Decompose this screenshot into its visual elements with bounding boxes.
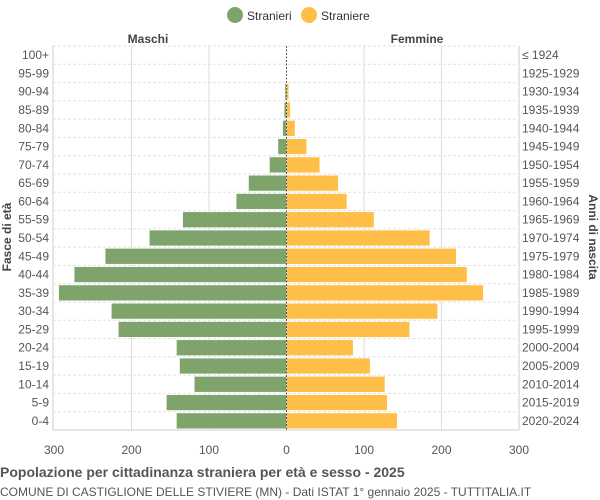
bar-female-65-69 <box>286 175 339 192</box>
bar-male-25-29 <box>118 321 287 338</box>
bar-male-35-39 <box>58 284 287 302</box>
age-group-label: 25-29 <box>18 322 49 336</box>
age-group-label: 10-14 <box>18 377 49 391</box>
bar-male-70-74 <box>269 156 287 173</box>
bar-female-45-49 <box>286 248 457 265</box>
bar-male-75-79 <box>277 138 287 155</box>
bar-female-85-89 <box>286 101 291 119</box>
age-group-label: 65-69 <box>18 176 49 190</box>
bar-male-30-34 <box>111 303 287 320</box>
birth-year-label: 1975-1979 <box>522 249 580 263</box>
birth-year-label: 1965-1969 <box>522 213 580 227</box>
birth-year-label: 1930-1934 <box>522 85 580 99</box>
bar-male-45-49 <box>104 248 287 265</box>
age-group-label: 45-49 <box>18 249 49 263</box>
age-group-label: 40-44 <box>18 268 49 282</box>
age-group-label: 75-79 <box>18 140 49 154</box>
birth-year-label: 1990-1994 <box>522 304 580 318</box>
age-group-label: 35-39 <box>18 286 49 300</box>
bar-male-80-84 <box>282 120 287 137</box>
age-group-label: 95-99 <box>18 66 49 80</box>
birth-year-label: 1955-1959 <box>522 176 580 190</box>
bar-male-0-4 <box>176 412 287 430</box>
birth-year-label: 1970-1974 <box>522 231 580 245</box>
birth-year-label: 2010-2014 <box>522 377 580 391</box>
x-tick-label: 200 <box>431 443 451 457</box>
age-group-label: 20-24 <box>18 341 49 355</box>
age-group-label: 60-64 <box>18 194 49 208</box>
age-group-label: 5-9 <box>32 396 50 410</box>
bar-female-0-4 <box>286 412 398 430</box>
bar-female-30-34 <box>286 303 438 320</box>
birth-year-label: 1985-1989 <box>522 286 580 300</box>
x-tick-label: 200 <box>121 443 141 457</box>
chart-subtitle: COMUNE DI CASTIGLIONE DELLE STIVIERE (MN… <box>0 485 532 499</box>
birth-year-label: 1950-1954 <box>522 158 580 172</box>
birth-year-label: 1995-1999 <box>522 322 580 336</box>
age-group-label: 80-84 <box>18 121 49 135</box>
age-group-label: 70-74 <box>18 158 49 172</box>
bar-male-55-59 <box>182 211 287 228</box>
age-group-label: 85-89 <box>18 103 49 117</box>
age-group-label: 100+ <box>22 48 49 62</box>
x-tick-label: 300 <box>44 443 64 457</box>
age-group-label: 30-34 <box>18 304 49 318</box>
right-header: Femmine <box>391 32 444 46</box>
x-tick-label: 100 <box>354 443 374 457</box>
bar-female-40-44 <box>286 266 468 283</box>
bar-female-10-14 <box>286 376 386 393</box>
birth-year-label: 1925-1929 <box>522 66 580 80</box>
chart-title: Popolazione per cittadinanza straniera p… <box>0 464 405 480</box>
bar-male-15-19 <box>179 357 287 375</box>
bar-female-80-84 <box>286 120 296 137</box>
birth-year-label: 1940-1944 <box>522 121 580 135</box>
bar-female-15-19 <box>286 357 371 375</box>
x-tick-label: 100 <box>199 443 219 457</box>
bar-female-35-39 <box>286 284 484 302</box>
birth-year-label: 1980-1984 <box>522 268 580 282</box>
left-header: Maschi <box>128 32 169 46</box>
age-group-label: 90-94 <box>18 85 49 99</box>
bar-male-5-9 <box>166 394 287 411</box>
legend-label-straniere: Straniere <box>321 9 370 23</box>
legend: Stranieri Straniere <box>227 7 370 23</box>
bar-female-25-29 <box>286 321 410 338</box>
bar-male-40-44 <box>73 266 287 283</box>
y-axis-title-left: Fasce di età <box>0 202 14 271</box>
age-group-label: 50-54 <box>18 231 49 245</box>
bar-male-65-69 <box>248 175 287 192</box>
age-group-label: 0-4 <box>32 414 50 428</box>
y-axis-title-right: Anni di nascita <box>586 194 600 280</box>
birth-year-label: 1935-1939 <box>522 103 580 117</box>
birth-year-label: 2000-2004 <box>522 341 580 355</box>
bar-male-60-64 <box>235 193 287 210</box>
bar-female-55-59 <box>286 211 375 228</box>
legend-swatch-straniere <box>301 7 317 23</box>
bar-female-70-74 <box>286 156 321 173</box>
bar-male-50-54 <box>149 229 287 247</box>
bar-male-20-24 <box>176 339 287 356</box>
bar-female-75-79 <box>286 138 307 155</box>
legend-label-stranieri: Stranieri <box>247 9 292 23</box>
bar-female-5-9 <box>286 394 388 411</box>
birth-year-label: 2020-2024 <box>522 414 580 428</box>
x-tick-label: 0 <box>283 443 290 457</box>
birth-year-label: 1960-1964 <box>522 194 580 208</box>
birth-year-label: 1945-1949 <box>522 140 580 154</box>
x-tick-label: 300 <box>509 443 529 457</box>
bar-female-60-64 <box>286 193 348 210</box>
bar-female-20-24 <box>286 339 354 356</box>
birth-year-label: ≤ 1924 <box>522 48 559 62</box>
birth-year-label: 2005-2009 <box>522 359 580 373</box>
birth-year-label: 2015-2019 <box>522 396 580 410</box>
age-group-label: 55-59 <box>18 213 49 227</box>
bar-male-10-14 <box>194 376 287 393</box>
age-group-label: 15-19 <box>18 359 49 373</box>
bar-female-50-54 <box>286 229 431 247</box>
legend-swatch-stranieri <box>227 7 243 23</box>
